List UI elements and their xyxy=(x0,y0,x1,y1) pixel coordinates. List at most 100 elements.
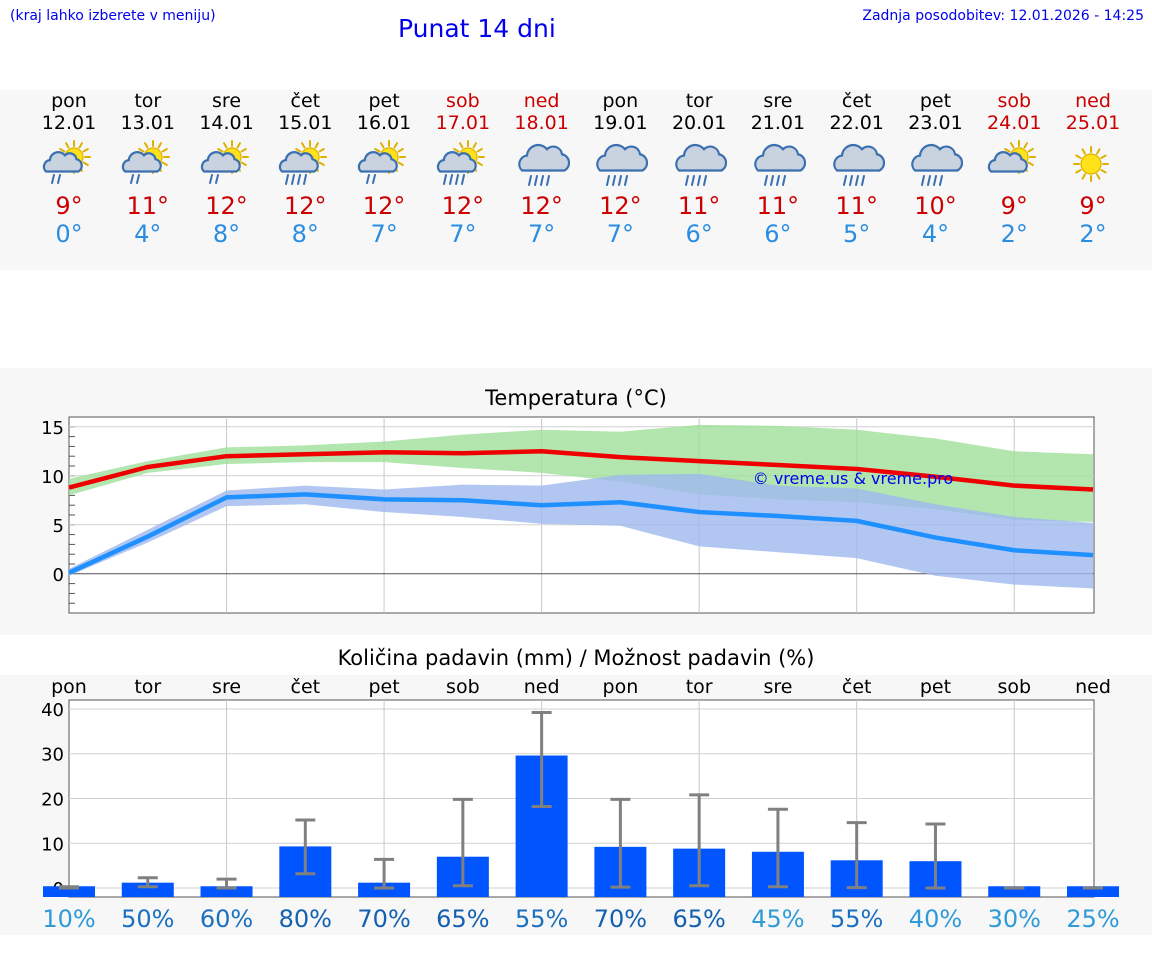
probability-label: 10% xyxy=(42,905,95,933)
probability-label: 70% xyxy=(357,905,410,933)
x-category-label: čet xyxy=(291,676,321,698)
day-date: 15.01 xyxy=(278,112,333,134)
max-temp: 12° xyxy=(284,192,327,220)
page-title: Punat 14 dni xyxy=(398,14,556,43)
day-name: ned xyxy=(1075,90,1111,112)
x-category-label: tor xyxy=(686,676,713,698)
day-column: sre 21.01 11° 6° xyxy=(738,90,818,248)
sun-cloud-rain-icon xyxy=(42,140,91,184)
day-name: pet xyxy=(919,90,952,112)
min-temp: 6° xyxy=(685,220,713,248)
min-temp: 6° xyxy=(764,220,792,248)
probability-label: 80% xyxy=(279,905,332,933)
location-hint: (kraj lahko izberete v meniju) xyxy=(10,8,216,24)
precipitation-bar xyxy=(200,886,253,897)
y-tick-label: 30 xyxy=(41,745,64,766)
day-column: čet 22.01 11° 5° xyxy=(817,90,897,248)
daily-forecast-strip: pon 12.01 9° 0° tor 13.01 11° 4° sre 14.01 12° 8° če… xyxy=(0,90,1152,270)
precipitation-chart: pon tor sre čet pet sob ned pon tor sre čet pet sob n… xyxy=(41,676,1120,933)
day-date: 25.01 xyxy=(1065,112,1121,134)
cloud-rain-icon xyxy=(911,143,964,186)
watermark: © vreme.us & vreme.pro xyxy=(753,469,954,488)
min-temp: 2° xyxy=(1000,220,1028,248)
day-name: pon xyxy=(51,90,87,112)
day-date: 19.01 xyxy=(593,112,648,134)
day-date: 21.01 xyxy=(750,112,806,134)
max-temp-line xyxy=(68,449,1094,492)
min-temp: 2° xyxy=(1079,220,1107,248)
day-date: 23.01 xyxy=(908,112,963,134)
day-column: pon 12.01 9° 0° xyxy=(29,90,109,248)
temperature-chart-title: Temperatura (°C) xyxy=(485,386,667,410)
min-temp-line xyxy=(68,492,1094,575)
y-tick-label: 0 xyxy=(53,565,64,586)
y-tick-label: 40 xyxy=(41,700,64,721)
day-name: sob xyxy=(446,90,480,112)
precipitation-bar xyxy=(1067,886,1120,897)
min-temp: 8° xyxy=(212,220,241,248)
probability-label: 40% xyxy=(909,905,962,933)
y-tick-label: 20 xyxy=(41,790,64,811)
min-temp: 4° xyxy=(134,220,162,248)
sun-cloud-rain-icon xyxy=(358,140,407,184)
probability-label: 30% xyxy=(988,905,1041,933)
day-column: pet 23.01 10° 4° xyxy=(895,90,975,248)
x-category-label: pet xyxy=(920,676,951,698)
min-temp: 0° xyxy=(55,220,83,248)
day-column: čet 15.01 12° 8° xyxy=(265,90,345,248)
max-temp: 12° xyxy=(520,192,563,220)
day-name: čet xyxy=(290,90,321,112)
y-tick-label: 10 xyxy=(41,467,64,488)
probability-label: 70% xyxy=(594,905,647,933)
day-date: 22.01 xyxy=(829,112,884,134)
min-temp-range-band xyxy=(69,473,1094,589)
probability-label: 60% xyxy=(200,905,253,933)
day-column: tor 13.01 11° 4° xyxy=(108,90,188,248)
x-category-label: ned xyxy=(1075,676,1111,698)
probability-label: 65% xyxy=(436,905,489,933)
min-temp: 8° xyxy=(291,220,319,248)
x-category-label: pon xyxy=(603,676,639,698)
last-update: Zadnja posodobitev: 12.01.2026 - 14:25 xyxy=(862,8,1144,24)
max-temp: 12° xyxy=(599,192,642,220)
min-temp: 7° xyxy=(449,220,477,248)
min-temp: 7° xyxy=(606,220,635,248)
day-name: čet xyxy=(841,90,872,112)
max-temp: 12° xyxy=(441,192,485,220)
max-temp: 11° xyxy=(756,192,800,220)
x-category-label: sre xyxy=(763,676,792,698)
day-name: sob xyxy=(997,90,1032,112)
x-category-label: sob xyxy=(997,676,1031,698)
day-name: sre xyxy=(763,90,793,112)
probability-label: 50% xyxy=(121,905,174,933)
day-date: 17.01 xyxy=(435,112,491,134)
x-category-label: tor xyxy=(134,676,161,698)
max-temp: 12° xyxy=(362,192,406,220)
day-column: tor 20.01 11° 6° xyxy=(659,90,739,248)
min-temp: 7° xyxy=(527,220,556,248)
day-date: 12.01 xyxy=(41,112,97,134)
max-temp: 11° xyxy=(835,192,878,220)
cloud-rain-icon xyxy=(675,143,728,186)
y-tick-label: 15 xyxy=(41,418,64,439)
x-category-label: pet xyxy=(368,676,399,698)
cloud-rain-icon xyxy=(832,143,885,186)
day-name: ned xyxy=(523,90,560,112)
sun-cloud-rain-icon xyxy=(200,140,249,184)
max-temp: 9° xyxy=(1079,192,1107,220)
day-column: ned 18.01 12° 7° xyxy=(502,90,582,248)
sun-cloud-rain-icon xyxy=(121,140,170,184)
max-temp: 12° xyxy=(205,192,248,220)
y-tick-label: 10 xyxy=(41,834,64,855)
min-temp: 4° xyxy=(921,220,950,248)
probability-label: 45% xyxy=(751,905,804,933)
max-temp: 10° xyxy=(914,192,957,220)
day-column: ned 25.01 9° 2° xyxy=(1053,90,1133,248)
day-column: pon 19.01 12° 7° xyxy=(580,90,660,248)
day-name: pet xyxy=(368,90,400,112)
precipitation-bar xyxy=(43,886,95,897)
precipitation-bar xyxy=(988,886,1041,897)
x-category-label: sob xyxy=(446,676,480,698)
probability-label: 55% xyxy=(515,905,568,933)
sun-cloud-heavy-rain-icon xyxy=(279,140,328,185)
